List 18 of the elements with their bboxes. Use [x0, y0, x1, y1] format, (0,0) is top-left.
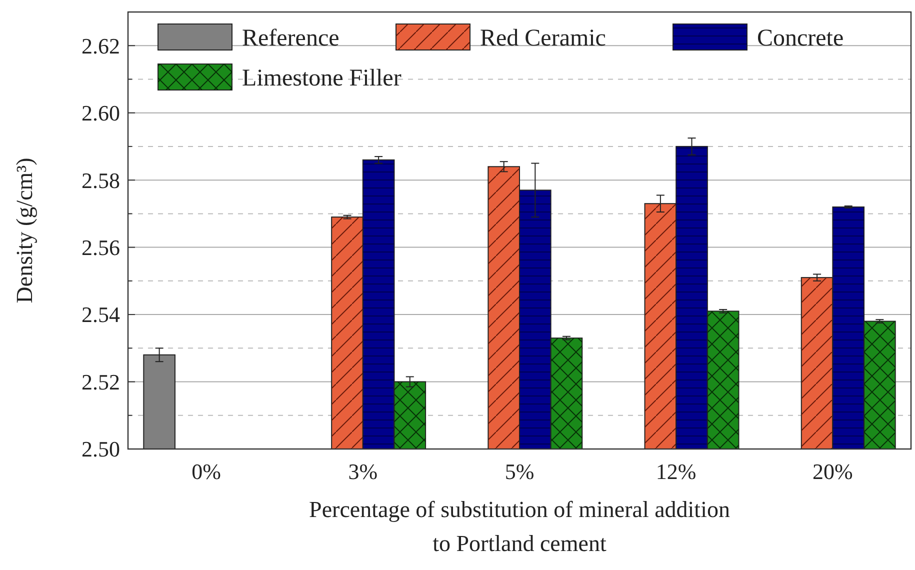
x-tick-label: 12% — [656, 459, 696, 484]
legend-label: Red Ceramic — [480, 25, 606, 52]
y-tick-label: 2.58 — [82, 168, 120, 193]
y-tick-label: 2.52 — [82, 369, 120, 394]
y-tick-label: 2.60 — [82, 100, 120, 126]
legend-label: Concrete — [757, 25, 844, 52]
x-axis-title: Percentage of substitution of mineral addition to Portland cement — [309, 497, 730, 556]
y-tick-label: 2.54 — [82, 302, 120, 328]
legend-label: Reference — [242, 25, 340, 52]
legend-label: Limestone Filler — [242, 65, 402, 92]
x-tick-label: 20% — [812, 459, 853, 484]
y-tick-label: 2.62 — [82, 33, 120, 58]
y-axis-title: Density (g/cm³) — [12, 158, 37, 304]
y-tick-label: 2.56 — [82, 235, 120, 260]
y-tick-label: 2.50 — [82, 436, 120, 462]
x-tick-label: 5% — [504, 459, 534, 484]
x-tick-label: 3% — [348, 459, 378, 484]
x-tick-label: 0% — [192, 459, 221, 484]
